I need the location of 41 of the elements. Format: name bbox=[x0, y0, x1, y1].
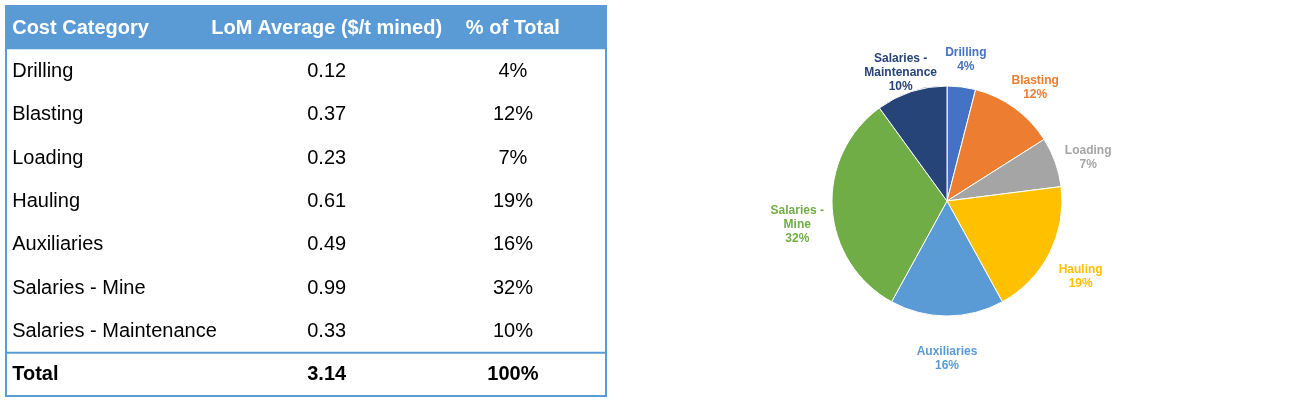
data-label: 19% bbox=[1068, 276, 1093, 291]
text: 100% bbox=[487, 362, 539, 385]
data-label: 10% bbox=[888, 79, 913, 94]
data-label: 32% bbox=[785, 231, 810, 246]
data-label: 7% bbox=[498, 145, 528, 168]
data-label: 0.37 bbox=[307, 102, 347, 125]
data-label: 4% bbox=[498, 59, 528, 81]
data-label: 32% bbox=[492, 275, 534, 298]
data-label: 4% bbox=[957, 59, 975, 74]
slice-label: Salaries - Maintenance bbox=[864, 51, 938, 80]
data-label: 19% bbox=[492, 189, 534, 211]
category-label: Hauling bbox=[12, 189, 81, 211]
data-label: 16% bbox=[934, 358, 960, 372]
series-label: LoM Average ($/t mined) bbox=[211, 15, 443, 38]
data-label: 0.61 bbox=[307, 189, 347, 211]
data-label: 10% bbox=[492, 319, 534, 341]
category-label: Drilling bbox=[12, 59, 74, 81]
category-label: Blasting bbox=[12, 102, 84, 125]
category-label: Loading bbox=[12, 145, 84, 168]
data-label: 0.12 bbox=[307, 59, 347, 81]
text: % of Total bbox=[465, 15, 560, 38]
slice-label: Blasting bbox=[1011, 72, 1059, 87]
category-label: Salaries - Mine bbox=[12, 275, 146, 298]
data-label: 16% bbox=[492, 232, 534, 255]
data-label: 0.23 bbox=[307, 145, 347, 168]
text: 3.14 bbox=[307, 362, 347, 385]
slice-label: Hauling bbox=[1058, 262, 1103, 277]
slice-label: Salaries - Mine bbox=[770, 203, 824, 232]
slice-label: Loading bbox=[1064, 143, 1112, 158]
slice-label: Auxiliaries bbox=[916, 344, 978, 358]
data-label: 0.99 bbox=[307, 275, 347, 298]
data-label: 0.49 bbox=[307, 232, 347, 255]
data-label: 7% bbox=[1079, 157, 1098, 172]
text: Cost Category bbox=[12, 15, 150, 38]
data-label: 0.33 bbox=[307, 319, 347, 341]
slice-label: Drilling bbox=[945, 45, 987, 60]
text: Total bbox=[12, 362, 59, 385]
category-label: Auxiliaries bbox=[12, 232, 104, 255]
data-label: 12% bbox=[1023, 86, 1048, 101]
category-label: Salaries - Maintenance bbox=[12, 319, 217, 341]
data-label: 12% bbox=[492, 102, 534, 125]
